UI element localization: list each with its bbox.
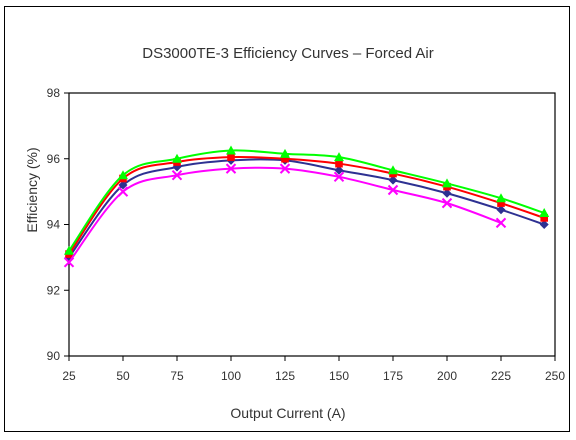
data-point: [64, 245, 74, 255]
series-x: [63, 163, 507, 268]
data-point: [497, 199, 505, 207]
data-point: [227, 153, 235, 161]
x-tick-label: 25: [62, 369, 76, 383]
x-tick-label: 225: [491, 369, 511, 383]
data-point: [388, 175, 398, 185]
y-tick-label: 94: [47, 218, 61, 232]
data-point: [334, 152, 344, 162]
data-point: [281, 154, 289, 163]
y-axis-label: Efficiency (%): [24, 147, 40, 232]
data-point: [540, 214, 548, 222]
data-point: [539, 220, 549, 229]
data-point: [496, 193, 506, 203]
x-tick-label: 175: [383, 369, 403, 383]
y-tick-label: 92: [47, 283, 61, 297]
x-tick-label: 150: [329, 369, 349, 383]
data-point: [226, 145, 236, 155]
x-tick-label: 50: [116, 369, 130, 383]
data-point: [171, 169, 183, 181]
x-tick-label: 250: [545, 369, 565, 383]
series-line: [68, 149, 545, 252]
data-point: [118, 170, 128, 180]
data-point: [441, 197, 453, 209]
y-tick-label: 96: [47, 152, 61, 166]
chart-title: DS3000TE-3 Efficiency Curves – Forced Ai…: [142, 45, 434, 62]
series-triangle: [64, 145, 550, 255]
data-point: [333, 171, 345, 183]
data-point: [225, 163, 237, 174]
data-point: [335, 159, 343, 168]
data-point: [63, 257, 75, 268]
x-tick-label: 75: [170, 369, 184, 383]
data-point: [279, 163, 291, 174]
x-tick-label: 100: [221, 369, 241, 383]
data-point: [496, 205, 506, 215]
data-point: [387, 184, 399, 196]
y-tick-label: 90: [47, 349, 61, 363]
x-tick-label: 125: [275, 369, 295, 383]
data-point: [172, 153, 182, 163]
data-point: [388, 165, 398, 175]
x-axis-label: Output Current (A): [230, 405, 345, 421]
series: [63, 145, 550, 268]
data-point: [117, 186, 129, 197]
data-point: [334, 165, 344, 175]
y-tick-label: 98: [47, 86, 61, 100]
x-tick-label: 200: [437, 369, 457, 383]
series-line: [68, 158, 545, 258]
data-point: [442, 188, 452, 198]
series-line: [68, 155, 545, 255]
plot-area: [68, 92, 556, 357]
data-point: [442, 178, 452, 188]
tick-labels: 25 50 75 100 125 150 175 200 225 250 90 92 94 96 98: [47, 86, 566, 383]
data-point: [539, 207, 550, 217]
data-point: [280, 148, 290, 158]
data-point: [495, 217, 507, 229]
axes: [64, 92, 556, 361]
data-point: [118, 180, 128, 190]
